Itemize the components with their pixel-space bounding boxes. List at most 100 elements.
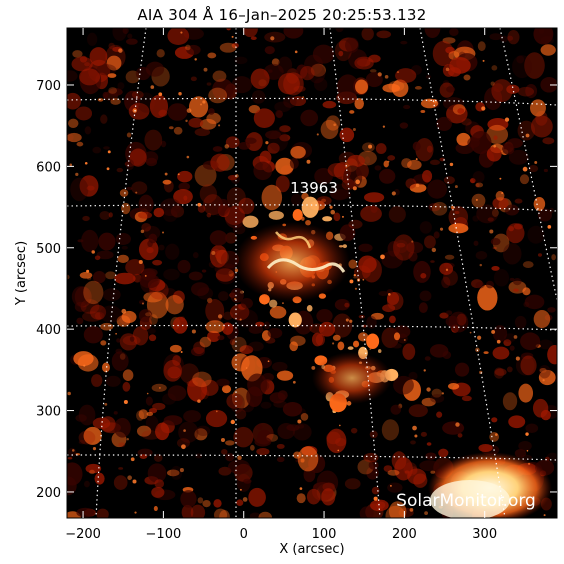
plasma-cell [249, 512, 262, 518]
plasma-cell [207, 52, 217, 59]
plasma-cell [227, 459, 250, 474]
bright-point [469, 331, 472, 334]
x-tick-label: −100 [146, 527, 182, 542]
plasma-cell [90, 304, 107, 320]
plasma-cell [414, 86, 422, 90]
plasma-cell [433, 231, 440, 239]
plasma-cell [325, 115, 341, 131]
plasma-cell [197, 497, 204, 504]
plasma-cell [289, 157, 299, 169]
bright-point [475, 198, 478, 201]
plasma-cell [540, 44, 556, 56]
plasma-cell [115, 232, 132, 245]
bright-point [387, 160, 390, 163]
plasma-cell [205, 320, 225, 334]
plasma-cell [253, 161, 273, 181]
plasma-cell [366, 315, 377, 329]
bright-point [69, 163, 73, 167]
plasma-cell [75, 106, 93, 121]
bright-point [186, 108, 192, 113]
plasma-cell [378, 290, 389, 297]
plasma-cell [400, 40, 408, 45]
plasma-cell [212, 78, 234, 101]
plasma-cell [493, 135, 498, 141]
plasma-cell [363, 452, 379, 463]
y-tick-label: 500 [36, 242, 61, 257]
plasma-cell [213, 499, 222, 508]
plasma-cell [508, 280, 527, 294]
plasma-cell [421, 397, 436, 407]
plasma-cell [316, 196, 332, 206]
plasma-cell [247, 373, 268, 397]
plasma-cell [224, 205, 245, 226]
plasma-cell [201, 269, 207, 273]
plasma-cell [345, 37, 359, 53]
plasma-cell [271, 361, 288, 372]
plasma-cell [358, 255, 377, 273]
plasma-cell [513, 278, 522, 286]
plasma-cell [253, 108, 275, 128]
plasma-cell [183, 410, 202, 423]
plasma-cell [154, 479, 165, 489]
plasma-cell [376, 30, 392, 39]
plasma-cell [500, 35, 509, 43]
bright-point [445, 67, 450, 72]
plasma-cell [76, 141, 84, 147]
plasma-cell [520, 355, 537, 376]
plasma-cell [99, 210, 111, 220]
plasma-cell [268, 299, 278, 308]
plasma-cell [283, 72, 304, 96]
plasma-cell [472, 215, 480, 222]
plasma-cell [87, 32, 98, 46]
plasma-cell [168, 126, 174, 130]
plasma-cell [530, 115, 553, 138]
plasma-cell [213, 508, 228, 518]
bright-point [542, 379, 545, 382]
plasma-cell [136, 410, 145, 421]
plasma-cell [390, 404, 402, 415]
plasma-cell [79, 68, 101, 86]
plasma-cell [509, 277, 515, 282]
plasma-cell [447, 382, 460, 390]
plasma-cell [276, 370, 294, 381]
plasma-cell [348, 259, 358, 269]
plasma-cell [163, 415, 183, 426]
plasma-cell [129, 148, 147, 167]
plasma-cell [363, 192, 385, 203]
plasma-cell [405, 178, 417, 189]
bright-point [138, 259, 143, 265]
bright-point [380, 254, 385, 260]
plasma-cell [160, 140, 167, 148]
plasma-cell [121, 202, 131, 215]
plasma-cell [448, 206, 469, 228]
plasma-cell [186, 380, 198, 387]
plasma-cell [381, 250, 404, 269]
plasma-cell [318, 321, 336, 337]
bright-point [197, 399, 201, 403]
plasma-cell [383, 465, 393, 472]
plasma-cell [236, 473, 251, 492]
bright-point [140, 229, 145, 234]
bright-point [220, 437, 225, 442]
plasma-cell [533, 28, 554, 45]
plasma-cell [250, 36, 257, 41]
bright-point [267, 360, 270, 363]
plasma-cell [335, 28, 344, 33]
plasma-cell [145, 396, 153, 406]
plasma-cell [218, 466, 232, 476]
plasma-cell [180, 490, 197, 508]
plasma-cell [386, 289, 394, 295]
bright-point [158, 92, 163, 97]
y-axis-label: Y (arcsec) [14, 241, 29, 306]
plasma-cell [413, 260, 431, 283]
plasma-cell [256, 424, 263, 430]
bright-point [106, 167, 110, 171]
plasma-cell [489, 432, 500, 442]
bright-point [493, 144, 497, 148]
bright-point [543, 514, 546, 517]
plasma-cell [158, 244, 165, 251]
plasma-cell [297, 446, 319, 472]
plasma-cell [151, 486, 165, 498]
bright-point [179, 468, 184, 473]
